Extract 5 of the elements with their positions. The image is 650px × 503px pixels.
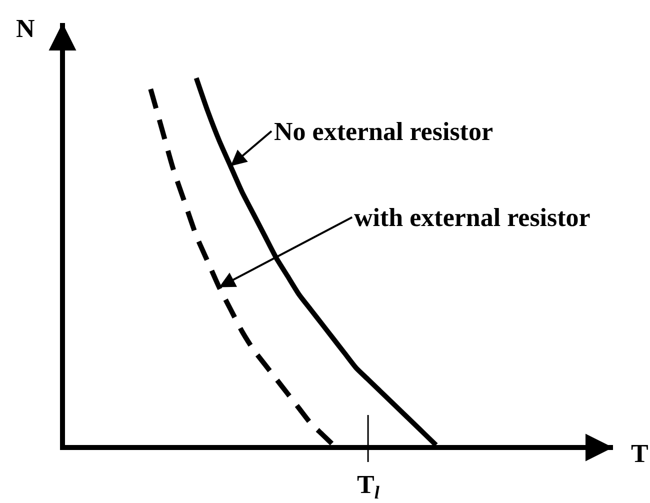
x-axis-title: T [631, 439, 648, 468]
annotation: No external resistor [274, 117, 494, 146]
text: T$_{l}$ [357, 470, 380, 502]
annotation: with external resistor [354, 203, 590, 232]
y-axis-title: N [16, 14, 35, 43]
